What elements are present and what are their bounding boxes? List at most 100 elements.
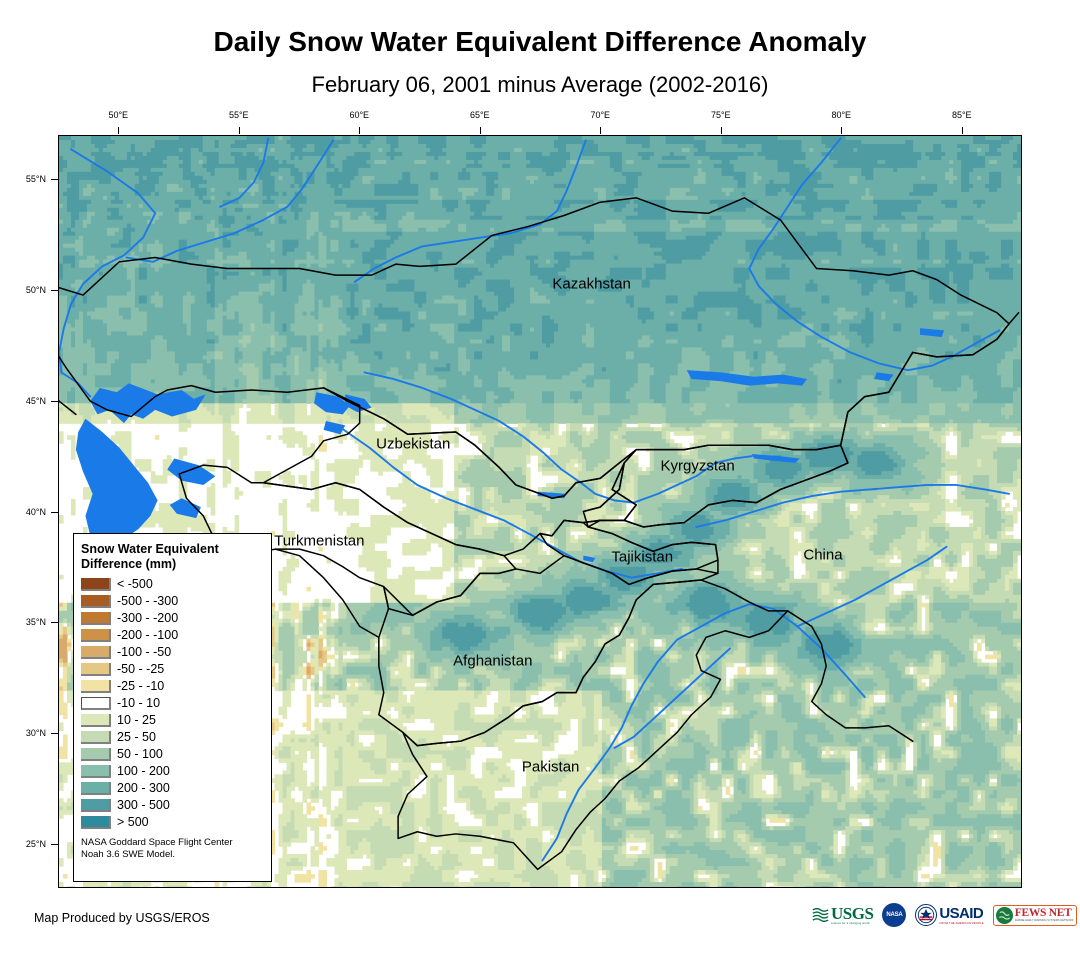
legend-entry: 10 - 25 bbox=[81, 712, 264, 729]
legend-entry-label: -10 - 10 bbox=[117, 695, 161, 710]
legend-entries: < -500 -500 - -300 -300 - -200 -200 - -100 -… bbox=[81, 576, 264, 831]
fews-globe-icon bbox=[995, 906, 1013, 924]
country-label: Kazakhstan bbox=[552, 275, 631, 293]
page-title: Daily Snow Water Equivalent Difference A… bbox=[213, 26, 867, 57]
y-axis-tick bbox=[51, 511, 58, 513]
legend-entry: 25 - 50 bbox=[81, 729, 264, 746]
legend-entry: -300 - -200 bbox=[81, 610, 264, 627]
x-axis-tick bbox=[841, 127, 843, 134]
legend-entry-label: 100 - 200 bbox=[117, 763, 170, 778]
legend-color-swatch bbox=[81, 696, 111, 710]
legend-color-swatch bbox=[81, 645, 111, 659]
legend-title-line1: Snow Water Equivalent bbox=[81, 542, 219, 556]
legend-color-swatch bbox=[81, 594, 111, 608]
y-axis-tick bbox=[51, 622, 58, 624]
usgs-wave-icon bbox=[812, 907, 829, 923]
legend-panel: Snow Water Equivalent Difference (mm) < … bbox=[73, 533, 272, 882]
x-axis-tick bbox=[600, 127, 602, 134]
usaid-logo-text: USAID bbox=[939, 904, 984, 922]
legend-entry-label: -200 - -100 bbox=[117, 627, 179, 642]
y-axis-tick bbox=[51, 843, 58, 845]
x-axis-tick bbox=[359, 127, 361, 134]
x-axis-tick bbox=[118, 127, 120, 134]
usaid-seal-icon bbox=[915, 904, 938, 926]
country-label: Pakistan bbox=[521, 758, 580, 776]
map-frame[interactable]: Kazakhstan Uzbekistan Kyrgyzstan Turkmenist… bbox=[58, 135, 1022, 888]
fews-logo-subtext: FAMINE EARLY WARNING SYSTEMS NETWORK bbox=[1014, 919, 1074, 923]
legend-entry: -200 - -100 bbox=[81, 627, 264, 644]
legend-entry: -10 - 10 bbox=[81, 695, 264, 712]
legend-color-swatch bbox=[81, 611, 111, 625]
x-axis-tick bbox=[479, 127, 481, 134]
legend-entry: 200 - 300 bbox=[81, 780, 264, 797]
y-axis-label: 40°N bbox=[25, 506, 46, 517]
legend-entry-label: -100 - -50 bbox=[117, 644, 172, 659]
legend-entry: -25 - -10 bbox=[81, 678, 264, 695]
legend-entry: > 500 bbox=[81, 814, 264, 831]
x-axis-label: 60°E bbox=[349, 110, 370, 120]
legend-entry-label: 300 - 500 bbox=[117, 797, 170, 812]
usaid-logo: USAID FROM THE AMERICAN PEOPLE bbox=[915, 904, 984, 926]
legend-entry-label: 10 - 25 bbox=[117, 712, 156, 727]
legend-entry-label: > 500 bbox=[117, 814, 149, 829]
legend-entry-label: -50 - -25 bbox=[117, 661, 165, 676]
usaid-logo-subtext: FROM THE AMERICAN PEOPLE bbox=[939, 920, 984, 925]
x-axis-tick bbox=[720, 127, 722, 134]
y-axis-label: 30°N bbox=[25, 727, 46, 738]
legend-entry-label: 25 - 50 bbox=[117, 729, 156, 744]
legend-entry: 300 - 500 bbox=[81, 797, 264, 814]
legend-entry-label: -25 - -10 bbox=[117, 678, 165, 693]
y-axis-label: 25°N bbox=[25, 838, 46, 849]
legend-color-swatch bbox=[81, 577, 111, 591]
legend-entry: 100 - 200 bbox=[81, 763, 264, 780]
y-axis-tick bbox=[51, 290, 58, 292]
x-axis-label: 75°E bbox=[710, 110, 731, 120]
country-label: China bbox=[803, 546, 843, 564]
nasa-logo-text: NASA bbox=[886, 912, 903, 918]
country-label: Turkmenistan bbox=[274, 532, 365, 550]
legend-entry-label: < -500 bbox=[117, 576, 153, 591]
y-axis-label: 35°N bbox=[25, 617, 46, 628]
usgs-logo: USGS science for a changing world bbox=[812, 904, 874, 925]
x-axis-label: 80°E bbox=[831, 110, 852, 120]
fews-net-logo: FEWS NET FAMINE EARLY WARNING SYSTEMS NE… bbox=[992, 904, 1077, 926]
legend-color-swatch bbox=[81, 815, 111, 829]
y-axis-label: 45°N bbox=[25, 395, 46, 406]
usgs-logo-text: USGS bbox=[831, 904, 874, 923]
map-credit: Map Produced by USGS/EROS bbox=[34, 911, 210, 925]
legend-entry: -100 - -50 bbox=[81, 644, 264, 661]
legend-entry-label: 200 - 300 bbox=[117, 780, 170, 795]
legend-note-line2: Noah 3.6 SWE Model. bbox=[81, 848, 175, 860]
legend-color-swatch bbox=[81, 713, 111, 727]
legend-entry: < -500 bbox=[81, 576, 264, 593]
legend-color-swatch bbox=[81, 628, 111, 642]
country-label: Tajikistan bbox=[611, 548, 674, 566]
y-axis-label: 55°N bbox=[25, 174, 46, 185]
legend-entry-label: 50 - 100 bbox=[117, 746, 163, 761]
legend-entry: 50 - 100 bbox=[81, 746, 264, 763]
legend-color-swatch bbox=[81, 747, 111, 761]
nasa-logo: NASA bbox=[882, 903, 907, 927]
legend-entry: -500 - -300 bbox=[81, 593, 264, 610]
x-axis-tick bbox=[961, 127, 963, 134]
legend-title-line2: Difference (mm) bbox=[81, 556, 177, 571]
legend-note: NASA Goddard Space Flight Center Noah 3.… bbox=[81, 837, 264, 861]
legend-title: Snow Water Equivalent Difference (mm) bbox=[81, 542, 264, 572]
x-axis-label: 70°E bbox=[590, 110, 611, 120]
y-axis-label: 50°N bbox=[25, 285, 46, 296]
x-axis-label: 55°E bbox=[228, 110, 249, 120]
legend-entry-label: -300 - -200 bbox=[117, 610, 179, 625]
x-axis-label: 85°E bbox=[951, 110, 972, 120]
legend-color-swatch bbox=[81, 662, 111, 676]
legend-entry: -50 - -25 bbox=[81, 661, 264, 678]
x-axis-tick bbox=[238, 127, 240, 134]
legend-color-swatch bbox=[81, 730, 111, 744]
agency-logos: USGS science for a changing world NASA U… bbox=[812, 903, 1077, 927]
x-axis-label: 50°E bbox=[108, 110, 129, 120]
y-axis-tick bbox=[51, 179, 58, 181]
country-label: Kyrgyzstan bbox=[660, 457, 735, 475]
country-label: Afghanistan bbox=[453, 652, 533, 670]
legend-color-swatch bbox=[81, 679, 111, 693]
legend-note-line1: NASA Goddard Space Flight Center bbox=[81, 836, 233, 848]
usgs-logo-subtext: science for a changing world bbox=[831, 922, 870, 925]
